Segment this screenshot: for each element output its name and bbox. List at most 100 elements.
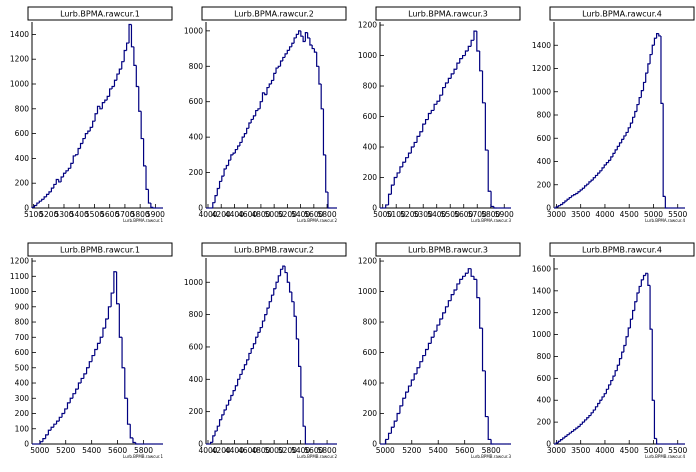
histogram-bin: [42, 438, 46, 442]
x-tick-label: 5700: [468, 210, 487, 219]
histogram-bin: [53, 183, 57, 189]
x-tick-label: 5100: [387, 210, 406, 219]
histogram-bin: [583, 419, 587, 423]
histogram-bin: [456, 62, 460, 70]
x-tick-label: 4000: [198, 446, 217, 455]
histogram-bin: [402, 161, 406, 167]
histogram-bin: [660, 35, 664, 104]
x-tick-label: 5200: [56, 446, 75, 455]
title-box: [549, 242, 695, 257]
histogram-bin: [590, 179, 594, 182]
histogram-bin: [268, 83, 272, 88]
y-tick-label: 1000: [358, 51, 377, 60]
histogram-bin: [422, 354, 426, 362]
histogram-bin: [65, 170, 69, 174]
histogram-bin: [300, 366, 304, 398]
y-tick-label: 600: [537, 374, 552, 383]
x-axis-label: Lurb.BPMB.rawcur.2: [297, 454, 337, 459]
histogram-bin: [248, 352, 252, 360]
x-axis-label: Lurb.BPMA.rawcur.4: [645, 218, 685, 223]
x-tick-label: 5100: [24, 210, 43, 219]
histogram-bin: [603, 393, 607, 397]
histogram-panel: Lurb.BPMB.rawcur.1 0 100 200 300 400 500 600 700…: [10, 242, 173, 459]
y-tick-label: 400: [189, 133, 204, 142]
histogram-bin: [270, 294, 274, 302]
histogram-bin: [413, 373, 418, 380]
x-tick-label: 5800: [318, 446, 337, 455]
histogram-bin: [592, 409, 596, 413]
histogram-bin: [50, 426, 54, 431]
histogram-bin: [250, 118, 254, 123]
histogram-bin: [291, 291, 295, 303]
y-tick-label: 100: [15, 424, 30, 433]
histogram-bin: [647, 63, 651, 74]
histogram-bin: [564, 200, 568, 203]
histogram-bin: [664, 196, 668, 209]
histogram-bin: [304, 426, 308, 445]
histogram-bin: [649, 53, 653, 64]
histogram-bin: [302, 397, 306, 427]
histogram-bin: [214, 430, 218, 436]
x-tick-label: 5000: [265, 446, 284, 455]
histogram-bin: [487, 416, 492, 441]
histogram-bin: [645, 72, 648, 83]
histogram-panel: Lurb.BPMA.rawcur.4 0 200 400 600 800 1000 1200 1…: [532, 6, 695, 223]
y-tick-label: 0: [546, 440, 551, 449]
histogram-bin: [45, 193, 49, 197]
histogram-bin: [605, 388, 609, 394]
histogram-bin: [255, 109, 258, 116]
y-tick-label: 500: [15, 363, 30, 372]
histogram-bin: [410, 379, 415, 387]
histogram-bin: [439, 318, 443, 326]
histogram-bin: [72, 155, 76, 164]
histogram-bin: [484, 102, 489, 151]
histogram-bin: [128, 23, 132, 44]
histogram-panel: Lurb.BPMA.rawcur.20200400600800100040004…: [184, 6, 347, 223]
histogram-bin: [252, 115, 256, 120]
histogram-bin: [126, 42, 130, 51]
histogram-bin: [221, 175, 225, 182]
histogram-bin: [216, 187, 220, 196]
x-tick-label: 4600: [238, 210, 257, 219]
x-tick-label: 5400: [427, 210, 446, 219]
x-tick-label: 5500: [668, 210, 687, 219]
y-tick-label: 600: [363, 348, 378, 357]
x-tick-label: 5000: [644, 210, 663, 219]
histogram-bin: [575, 427, 579, 430]
histogram-bin: [118, 68, 122, 75]
y-tick-label: 0: [372, 204, 377, 213]
x-tick-label: 4600: [238, 446, 257, 455]
title-box: [375, 6, 521, 21]
histogram-bin: [80, 377, 84, 384]
histogram-bin: [132, 437, 136, 444]
x-tick-label: 5000: [30, 446, 49, 455]
histogram-bin: [566, 434, 570, 437]
histogram-bin: [60, 176, 64, 182]
histogram-bin: [322, 108, 326, 156]
y-tick-label: 600: [363, 112, 378, 121]
x-tick-label: 5400: [291, 446, 310, 455]
histogram-bin: [318, 66, 322, 85]
histogram-bin: [570, 195, 574, 198]
histogram-bin: [275, 67, 279, 74]
histogram-bin: [227, 399, 231, 406]
histogram-bin: [325, 154, 328, 193]
y-tick-label: 200: [15, 179, 30, 188]
histogram-bin: [138, 86, 142, 112]
histogram-bin: [94, 113, 98, 122]
histogram-panel: Lurb.BPMA.rawcur.3 0 200 400 600 800 1000 1200 5…: [358, 6, 521, 223]
histogram-bin: [248, 122, 252, 129]
y-tick-label: 400: [363, 379, 378, 388]
histogram-bin: [291, 42, 295, 47]
chart-title: Lurb.BPMB.rawcur.2: [234, 246, 314, 255]
y-tick-label: 200: [537, 180, 552, 189]
histogram-bin: [450, 73, 455, 79]
histogram-bin: [212, 202, 216, 208]
histogram-bin: [467, 268, 472, 274]
y-tick-label: 600: [537, 134, 552, 143]
histogram-bin: [101, 102, 105, 109]
histogram-bin: [555, 206, 559, 208]
histogram-bin: [573, 429, 576, 432]
histogram-bin: [140, 111, 144, 140]
histogram-bin: [433, 103, 437, 111]
